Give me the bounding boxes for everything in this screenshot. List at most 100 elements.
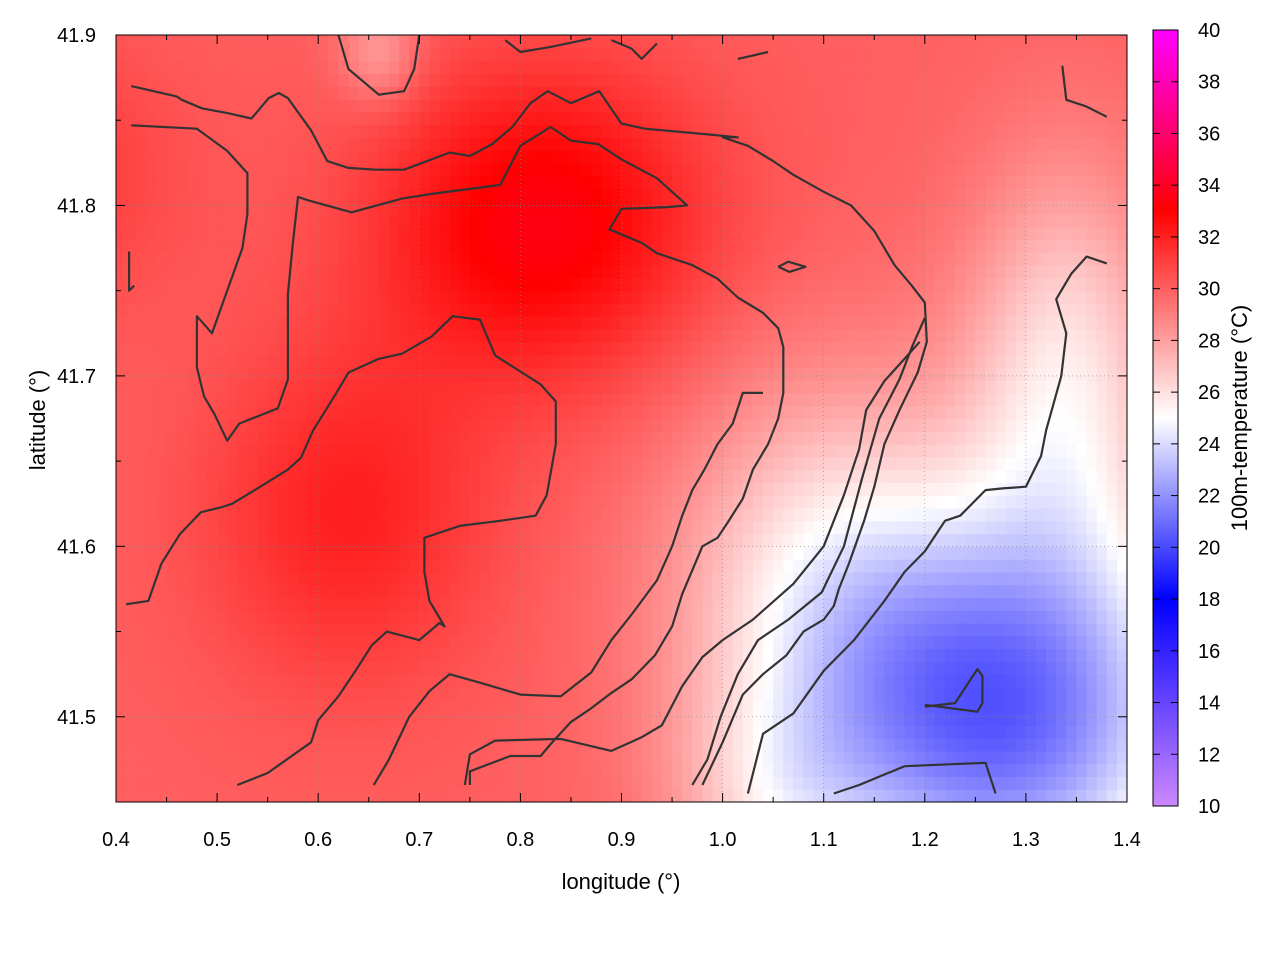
heat-cell bbox=[308, 661, 319, 675]
heat-cell bbox=[1066, 495, 1078, 509]
heat-cell bbox=[156, 226, 168, 241]
heat-cell bbox=[378, 290, 390, 305]
heat-cell bbox=[914, 635, 926, 650]
heat-cell bbox=[449, 623, 461, 637]
heat-cell bbox=[146, 699, 158, 714]
heat-cell bbox=[651, 482, 663, 496]
heat-cell bbox=[267, 213, 279, 228]
heat-cell bbox=[1116, 571, 1127, 586]
heat-cell bbox=[793, 444, 805, 458]
heat-cell bbox=[146, 648, 158, 662]
heat-cell bbox=[611, 597, 623, 611]
heat-cell bbox=[773, 520, 784, 535]
heat-cell bbox=[854, 776, 865, 790]
heat-cell bbox=[1036, 354, 1047, 368]
heat-cell bbox=[126, 341, 137, 356]
heat-cell bbox=[864, 738, 875, 752]
heat-cell bbox=[550, 623, 562, 637]
heat-cell bbox=[479, 316, 491, 330]
heat-cell bbox=[520, 162, 532, 177]
heat-cell bbox=[914, 725, 926, 739]
heat-cell bbox=[985, 533, 997, 547]
heat-cell bbox=[995, 648, 1007, 662]
heat-cell bbox=[955, 495, 966, 509]
heat-cell bbox=[328, 661, 340, 675]
heat-cell bbox=[348, 162, 360, 177]
heat-cell bbox=[864, 392, 875, 407]
heat-cell bbox=[429, 162, 441, 177]
heat-cell bbox=[631, 763, 643, 778]
heat-cell bbox=[338, 763, 350, 778]
heat-cell bbox=[247, 354, 259, 368]
heat-cell bbox=[419, 699, 431, 714]
heat-cell bbox=[763, 674, 774, 688]
heat-cell bbox=[621, 750, 633, 765]
heat-cell bbox=[702, 623, 714, 637]
heat-cell bbox=[176, 341, 188, 356]
heat-cell bbox=[409, 316, 420, 330]
heat-cell bbox=[348, 571, 360, 586]
heat-cell bbox=[449, 277, 461, 292]
heat-cell bbox=[914, 763, 926, 778]
heat-cell bbox=[955, 584, 966, 599]
heat-cell bbox=[692, 444, 703, 458]
heat-cell bbox=[550, 252, 562, 266]
heat-cell bbox=[1066, 776, 1078, 790]
heat-cell bbox=[328, 610, 340, 624]
heat-cell bbox=[308, 188, 319, 202]
heat-cell bbox=[237, 354, 249, 368]
heat-cell bbox=[884, 329, 896, 343]
heat-cell bbox=[126, 623, 137, 637]
heat-cell bbox=[328, 444, 340, 458]
heat-cell bbox=[672, 635, 683, 650]
heat-cell bbox=[763, 431, 774, 445]
heat-cell bbox=[1086, 213, 1098, 228]
heat-cell bbox=[126, 213, 137, 228]
heat-cell bbox=[490, 252, 501, 266]
heat-cell bbox=[722, 635, 734, 650]
heat-cell bbox=[934, 277, 946, 292]
heat-cell bbox=[358, 444, 370, 458]
heat-cell bbox=[1106, 380, 1118, 394]
heat-cell bbox=[661, 495, 673, 509]
heat-cell bbox=[995, 175, 1007, 189]
heat-cell bbox=[884, 738, 896, 752]
heat-cell bbox=[510, 405, 521, 420]
heat-cell bbox=[742, 597, 754, 611]
heat-cell bbox=[712, 674, 724, 688]
heat-cell bbox=[934, 456, 946, 471]
heat-cell bbox=[429, 610, 441, 624]
heat-cell bbox=[601, 162, 612, 177]
heat-cell bbox=[773, 341, 784, 356]
heat-cell bbox=[378, 725, 390, 739]
heat-cell bbox=[783, 380, 794, 394]
heat-cell bbox=[308, 789, 319, 802]
heat-cell bbox=[277, 584, 289, 599]
heat-cell bbox=[368, 277, 380, 292]
heat-cell bbox=[934, 265, 946, 279]
heat-cell bbox=[560, 699, 572, 714]
heat-cell bbox=[823, 392, 835, 407]
heat-cell bbox=[864, 469, 875, 484]
heat-cell bbox=[247, 290, 259, 305]
heat-cell bbox=[510, 610, 521, 624]
heat-cell bbox=[702, 495, 714, 509]
heat-cell bbox=[368, 520, 380, 535]
heat-cell bbox=[1086, 507, 1098, 522]
heat-cell bbox=[672, 584, 683, 599]
heat-cell bbox=[126, 162, 137, 177]
heat-cell bbox=[287, 265, 299, 279]
heat-cell bbox=[752, 201, 764, 215]
heat-cell bbox=[995, 597, 1007, 611]
heat-cell bbox=[1005, 750, 1017, 765]
heat-cell bbox=[631, 725, 643, 739]
heat-cell bbox=[217, 265, 228, 279]
heat-cell bbox=[368, 559, 380, 573]
heat-cell bbox=[924, 571, 936, 586]
heat-cell bbox=[611, 674, 623, 688]
heat-cell bbox=[803, 763, 815, 778]
heat-cell bbox=[661, 265, 673, 279]
heat-cell bbox=[752, 725, 764, 739]
heat-cell bbox=[196, 341, 208, 356]
heat-cell bbox=[763, 418, 774, 432]
